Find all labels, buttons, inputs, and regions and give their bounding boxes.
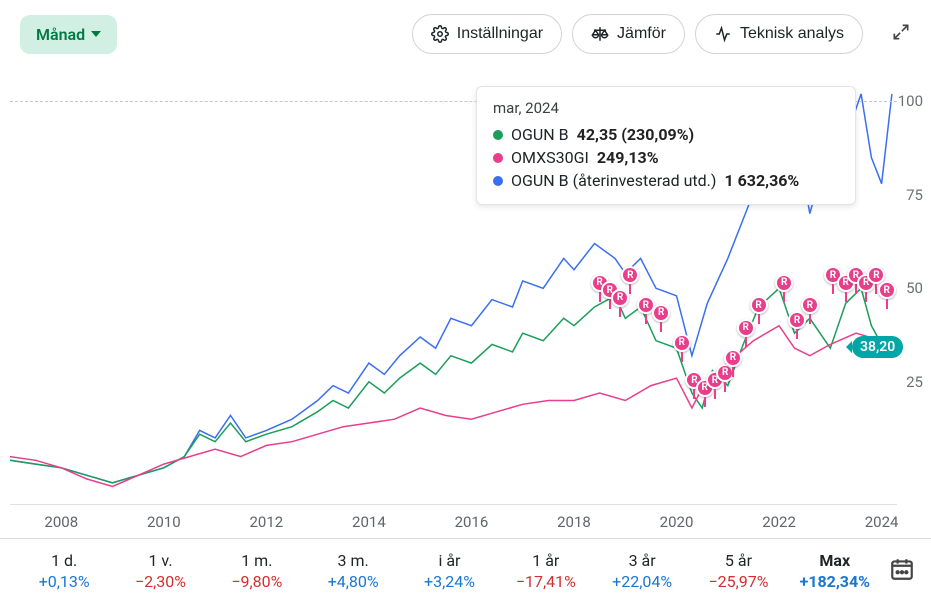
price-tag: 38,20 <box>852 336 903 358</box>
range-label: i år <box>401 551 497 570</box>
series-dot-icon <box>493 153 503 163</box>
tooltip-series-label: OGUN B <box>511 125 569 144</box>
tooltip-row: OGUN B 42,35 (230,09%) <box>493 123 839 146</box>
range-1d.[interactable]: 1 d. +0,13% <box>16 551 112 591</box>
x-tick: 2014 <box>352 513 386 531</box>
chevron-down-icon <box>91 31 101 37</box>
range-max[interactable]: Max +182,34% <box>787 551 883 591</box>
range-value: +0,13% <box>16 572 112 591</box>
period-dropdown-label: Månad <box>36 25 85 44</box>
expand-icon[interactable] <box>891 22 911 46</box>
range-selector: 1 d. +0,13%1 v. −2,30%1 m. −9,80%3 m. +4,80%… <box>0 538 931 591</box>
y-tick: 25 <box>906 373 923 391</box>
series-dot-icon <box>493 176 503 186</box>
tooltip-row: OMXS30GI 249,13% <box>493 146 839 169</box>
x-tick: 2018 <box>557 513 591 531</box>
event-marker[interactable]: R <box>775 274 793 292</box>
event-marker[interactable]: R <box>737 319 755 337</box>
event-marker[interactable]: R <box>724 349 742 367</box>
event-marker[interactable]: R <box>611 289 629 307</box>
range-value: +182,34% <box>787 572 883 591</box>
range-label: 1 d. <box>16 551 112 570</box>
tooltip-row: OGUN B (återinvesterad utd.) 1 632,36% <box>493 169 839 192</box>
range-1v.[interactable]: 1 v. −2,30% <box>112 551 208 591</box>
range-1m.[interactable]: 1 m. −9,80% <box>209 551 305 591</box>
series-line <box>10 288 892 483</box>
range-label: 1 v. <box>112 551 208 570</box>
price-tag-value: 38,20 <box>860 339 895 355</box>
range-3m.[interactable]: 3 m. +4,80% <box>305 551 401 591</box>
range-label: 1 m. <box>209 551 305 570</box>
x-tick: 2024 <box>865 513 899 531</box>
tooltip-series-value: 1 632,36% <box>724 171 799 190</box>
period-dropdown[interactable]: Månad <box>20 15 117 54</box>
event-marker[interactable]: R <box>652 304 670 322</box>
event-marker[interactable]: R <box>878 281 896 299</box>
range-value: −25,97% <box>690 572 786 591</box>
compare-button-label: Jämför <box>617 25 666 43</box>
range-value: −9,80% <box>209 572 305 591</box>
x-axis: 2008 2010 2012 2014 2016 2018 2020 2022 2024 <box>10 504 897 538</box>
range-value: +22,04% <box>594 572 690 591</box>
event-marker[interactable]: R <box>673 334 691 352</box>
settings-button-label: Inställningar <box>457 25 543 43</box>
range-1år[interactable]: 1 år −17,41% <box>498 551 594 591</box>
y-tick: 50 <box>906 279 923 297</box>
range-5år[interactable]: 5 år −25,97% <box>690 551 786 591</box>
x-tick: 2008 <box>44 513 78 531</box>
series-line <box>10 326 892 487</box>
range-label: 3 år <box>594 551 690 570</box>
x-tick: 2016 <box>455 513 489 531</box>
price-chart[interactable]: 255075100 RRRRRRRRRRRRRRRRRRRRRRR 38,20 … <box>0 64 931 504</box>
range-value: −17,41% <box>498 572 594 591</box>
x-tick: 2022 <box>762 513 796 531</box>
x-tick: 2020 <box>660 513 694 531</box>
calendar-icon[interactable] <box>889 556 915 586</box>
range-value: −2,30% <box>112 572 208 591</box>
event-marker[interactable]: R <box>750 296 768 314</box>
pulse-icon <box>714 25 732 43</box>
range-label: 1 år <box>498 551 594 570</box>
event-marker[interactable]: R <box>801 296 819 314</box>
y-tick: 100 <box>898 92 923 110</box>
technical-analysis-button[interactable]: Teknisk analys <box>695 14 863 54</box>
tooltip-series-value: 249,13% <box>597 148 659 167</box>
range-iår[interactable]: i år +3,24% <box>401 551 497 591</box>
scales-icon <box>591 25 609 43</box>
chart-toolbar: Månad Inställningar Jämför Teknisk analy… <box>0 0 931 64</box>
range-label: Max <box>787 551 883 570</box>
tooltip-date: mar, 2024 <box>493 99 839 117</box>
x-tick: 2012 <box>249 513 283 531</box>
range-value: +3,24% <box>401 572 497 591</box>
chart-tooltip: mar, 2024 OGUN B 42,35 (230,09%)OMXS30GI… <box>476 86 856 205</box>
ta-button-label: Teknisk analys <box>740 25 844 43</box>
range-value: +4,80% <box>305 572 401 591</box>
gear-icon <box>431 25 449 43</box>
compare-button[interactable]: Jämför <box>572 14 685 54</box>
range-3år[interactable]: 3 år +22,04% <box>594 551 690 591</box>
x-tick: 2010 <box>147 513 181 531</box>
tooltip-series-value: 42,35 (230,09%) <box>577 125 695 144</box>
range-label: 3 m. <box>305 551 401 570</box>
settings-button[interactable]: Inställningar <box>412 14 562 54</box>
tooltip-series-label: OGUN B (återinvesterad utd.) <box>511 171 716 190</box>
range-label: 5 år <box>690 551 786 570</box>
y-tick: 75 <box>906 186 923 204</box>
series-dot-icon <box>493 130 503 140</box>
tooltip-series-label: OMXS30GI <box>511 148 589 167</box>
